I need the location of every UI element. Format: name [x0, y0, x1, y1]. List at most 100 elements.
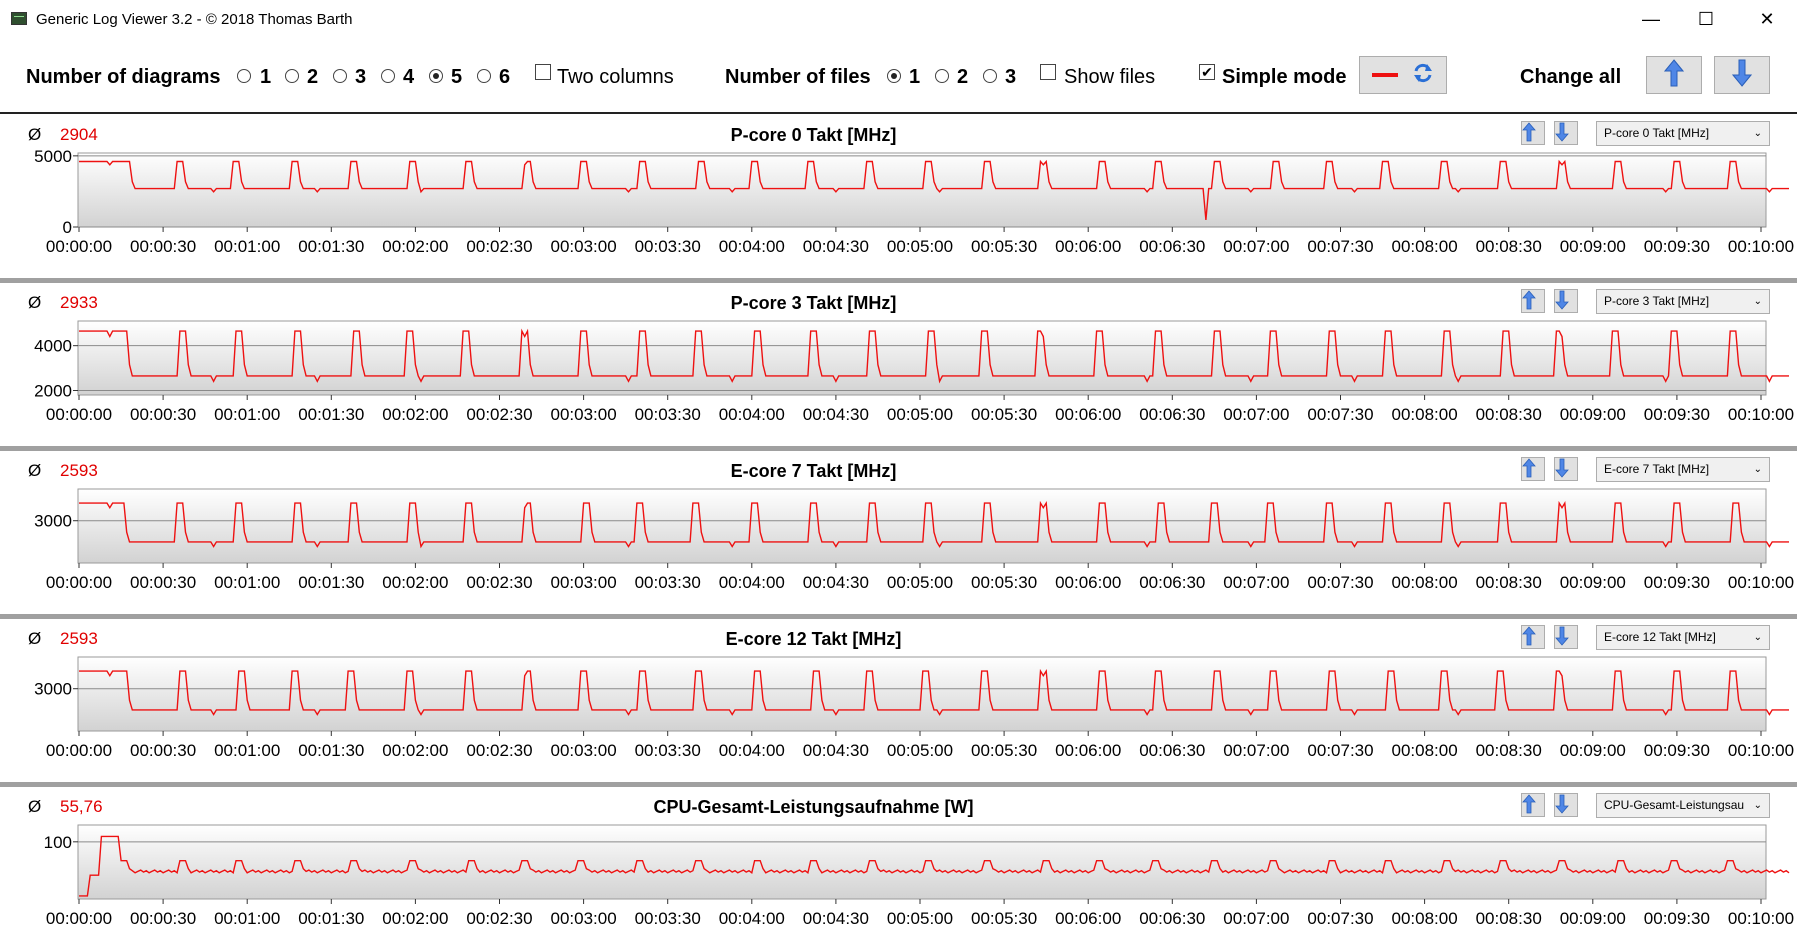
panel-separator	[0, 614, 1797, 619]
channel-select-value: E-core 7 Takt [MHz]	[1604, 462, 1710, 476]
arrow-up-icon	[1663, 58, 1685, 93]
diagram-radio-4[interactable]	[381, 69, 395, 83]
x-tick-label: 00:03:00	[551, 237, 617, 256]
file-radio-1[interactable]	[887, 69, 901, 83]
x-tick-label: 00:09:30	[1644, 237, 1710, 256]
x-tick-label: 00:01:00	[214, 741, 280, 760]
x-tick-label: 00:00:30	[130, 405, 196, 424]
series-line	[79, 159, 1789, 220]
x-tick-label: 00:03:00	[551, 741, 617, 760]
diagram-option-5: 5	[451, 66, 463, 88]
move-up-button[interactable]	[1521, 289, 1545, 313]
minimize-button[interactable]: —	[1624, 0, 1678, 38]
diagram-panel-1: Ø 2904 P-core 0 Takt [MHz] P-core 0 Takt [M…	[0, 115, 1797, 278]
chevron-down-icon: ⌄	[1753, 632, 1762, 643]
diagram-radio-2[interactable]	[285, 69, 299, 83]
x-tick-label: 00:01:30	[298, 909, 364, 928]
channel-select[interactable]: P-core 0 Takt [MHz] ⌄	[1596, 121, 1770, 146]
chart-svg: 3000 00:00:00 00:00:30 00:01:00 00:01:30 00:0…	[34, 656, 1794, 760]
x-tick-label: 00:09:30	[1644, 573, 1710, 592]
panel-separator	[0, 782, 1797, 787]
x-tick-label: 00:06:30	[1139, 405, 1205, 424]
average-symbol: Ø	[28, 125, 42, 144]
x-tick-label: 00:04:00	[719, 237, 785, 256]
x-tick-label: 00:01:00	[214, 909, 280, 928]
maximize-button[interactable]: ☐	[1679, 0, 1733, 38]
chevron-down-icon: ⌄	[1753, 800, 1762, 811]
file-option-1: 1	[909, 66, 921, 88]
channel-select[interactable]: P-core 3 Takt [MHz] ⌄	[1596, 289, 1770, 314]
x-tick-label: 00:05:30	[971, 573, 1037, 592]
move-up-button[interactable]	[1521, 121, 1545, 145]
diagram-option-2: 2	[307, 66, 319, 88]
file-radio-3[interactable]	[983, 69, 997, 83]
x-tick-label: 00:01:00	[214, 237, 280, 256]
chart-svg: 100 00:00:00 00:00:30 00:01:00 00:01:30 00:02…	[44, 824, 1794, 928]
move-up-button[interactable]	[1521, 457, 1545, 481]
x-tick-label: 00:02:00	[382, 741, 448, 760]
y-tick-label: 3000	[34, 680, 72, 699]
x-tick-label: 00:04:00	[719, 741, 785, 760]
series-line	[79, 500, 1789, 549]
move-down-button[interactable]	[1554, 625, 1578, 649]
move-down-button[interactable]	[1554, 289, 1578, 313]
number-of-diagrams-label: Number of diagrams	[26, 66, 221, 88]
x-tick-label: 00:03:00	[551, 573, 617, 592]
x-tick-label: 00:08:30	[1476, 573, 1542, 592]
x-tick-label: 00:03:30	[635, 573, 701, 592]
move-down-button[interactable]	[1554, 793, 1578, 817]
arrow-down-icon	[1731, 58, 1753, 93]
y-tick-label: 0	[63, 218, 72, 237]
change-all-label: Change all	[1520, 66, 1622, 88]
diagram-radio-5[interactable]	[429, 69, 443, 83]
move-down-button[interactable]	[1554, 121, 1578, 145]
x-tick-label: 00:04:30	[803, 741, 869, 760]
diagram-title: E-core 7 Takt [MHz]	[730, 461, 897, 481]
diagram-panel-3: Ø 2593 E-core 7 Takt [MHz] E-core 7 Takt [M…	[0, 451, 1797, 614]
y-tick-label: 3000	[34, 512, 72, 531]
average-symbol: Ø	[28, 629, 42, 648]
change-all-up-button[interactable]	[1646, 56, 1702, 94]
channel-select[interactable]: E-core 7 Takt [MHz] ⌄	[1596, 457, 1770, 482]
window-title: Generic Log Viewer 3.2 - © 2018 Thomas B…	[36, 11, 353, 28]
channel-select[interactable]: E-core 12 Takt [MHz] ⌄	[1596, 625, 1770, 650]
x-tick-label: 00:08:00	[1392, 741, 1458, 760]
x-tick-label: 00:08:00	[1392, 909, 1458, 928]
x-tick-label: 00:10:00	[1728, 741, 1794, 760]
move-up-button[interactable]	[1521, 793, 1545, 817]
simple-mode-checkbox[interactable]: ✔	[1199, 64, 1215, 80]
file-radio-2[interactable]	[935, 69, 949, 83]
x-tick-label: 00:07:00	[1223, 573, 1289, 592]
x-tick-label: 00:01:30	[298, 237, 364, 256]
x-tick-label: 00:00:00	[46, 405, 112, 424]
line-style-button[interactable]	[1359, 56, 1447, 94]
move-down-button[interactable]	[1554, 457, 1578, 481]
x-tick-label: 00:04:00	[719, 909, 785, 928]
x-tick-label: 00:09:00	[1560, 909, 1626, 928]
file-option-2: 2	[957, 66, 969, 88]
x-tick-label: 00:02:30	[466, 741, 532, 760]
x-tick-label: 00:06:30	[1139, 741, 1205, 760]
diagram-radio-6[interactable]	[477, 69, 491, 83]
diagram-panel-5: Ø 55,76 CPU-Gesamt-Leistungsaufnahme [W] CP…	[0, 787, 1797, 950]
x-tick-label: 00:07:00	[1223, 741, 1289, 760]
diagram-radio-1[interactable]	[237, 69, 251, 83]
x-tick-label: 00:08:00	[1392, 573, 1458, 592]
diagram-title: P-core 3 Takt [MHz]	[730, 293, 897, 313]
average-value: 2593	[60, 629, 98, 648]
diagram-radio-3[interactable]	[333, 69, 347, 83]
x-tick-label: 00:05:30	[971, 909, 1037, 928]
average-value: 2933	[60, 293, 98, 312]
x-tick-label: 00:02:00	[382, 573, 448, 592]
show-files-checkbox[interactable]	[1040, 64, 1056, 80]
channel-select-value: CPU-Gesamt-Leistungsau	[1604, 798, 1745, 812]
plot-area	[77, 152, 1767, 228]
move-up-button[interactable]	[1521, 625, 1545, 649]
two-columns-checkbox[interactable]	[535, 64, 551, 80]
channel-select[interactable]: CPU-Gesamt-Leistungsau ⌄	[1596, 793, 1770, 818]
close-button[interactable]: ✕	[1740, 0, 1794, 38]
change-all-down-button[interactable]	[1714, 56, 1770, 94]
x-tick-label: 00:01:00	[214, 405, 280, 424]
x-tick-label: 00:08:30	[1476, 909, 1542, 928]
x-tick-label: 00:06:30	[1139, 573, 1205, 592]
